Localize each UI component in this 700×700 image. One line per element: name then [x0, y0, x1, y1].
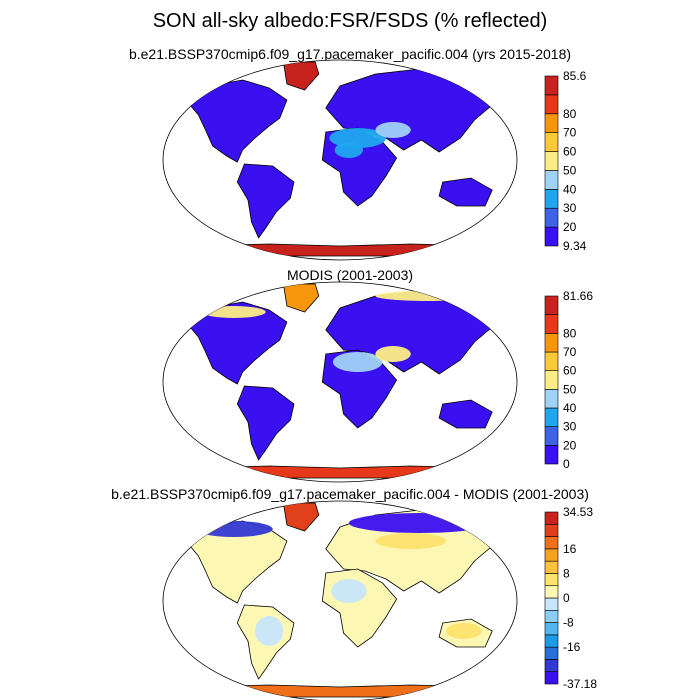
colorbar-swatch — [544, 407, 559, 427]
colorbar-tick-label: 50 — [563, 163, 577, 177]
colorbar-tick-label: 16 — [563, 542, 577, 556]
colorbar-tick-label: 40 — [563, 182, 577, 196]
colorbar-swatch — [544, 536, 559, 550]
colorbar-swatch — [544, 548, 559, 562]
colorbar-swatch — [544, 609, 559, 623]
colorbar-swatch — [544, 351, 559, 371]
colorbar-tick-label: 30 — [563, 420, 577, 434]
colorbar-max-label: 85.6 — [563, 69, 587, 83]
colorbar-swatch — [544, 295, 559, 315]
albedo-patch — [375, 291, 482, 301]
figure-title: SON all-sky albedo:FSR/FSDS (% reflected… — [152, 10, 548, 32]
colorbar-tick-label: 70 — [563, 126, 577, 140]
colorbar-swatch — [544, 151, 559, 171]
continent-samerica — [236, 163, 295, 239]
albedo-patch — [348, 513, 491, 533]
colorbar-tick-label: 60 — [563, 145, 577, 159]
colorbar-tick-label: 80 — [563, 107, 577, 121]
albedo-patch — [255, 616, 284, 646]
colorbar-swatch — [544, 370, 559, 390]
colorbar-swatch — [544, 511, 559, 525]
albedo-patch — [332, 352, 383, 372]
colorbar-tick-label: 60 — [563, 364, 577, 378]
albedo-patch — [194, 521, 273, 537]
albedo-patch — [334, 142, 364, 158]
colorbar-swatch — [544, 189, 559, 209]
colorbar-swatch — [544, 560, 559, 574]
colorbar-max-label: 81.66 — [563, 289, 593, 303]
colorbar-swatch — [544, 333, 559, 353]
continent-antarctica — [186, 684, 494, 698]
continent-greenland — [282, 283, 320, 313]
panel2-map: 81.66 0 20 30 40 50 60 70 80 — [162, 281, 593, 483]
colorbar-swatch — [544, 634, 559, 648]
continent-samerica — [236, 385, 295, 461]
colorbar-swatch — [544, 170, 559, 190]
albedo-patch — [375, 122, 411, 138]
continent-australia — [438, 399, 493, 429]
panel2-title: MODIS (2001-2003) — [286, 267, 414, 283]
panel3-map: 34.53 -37.18 -16 -8 0 8 16 — [162, 500, 597, 700]
continent-namerica — [183, 79, 288, 163]
colorbar-min-label: -37.18 — [563, 677, 597, 691]
colorbar-swatch — [544, 445, 559, 465]
continent-australia — [438, 177, 493, 207]
albedo-patch — [446, 623, 482, 639]
colorbar-swatch — [544, 314, 559, 334]
panel1-title: b.e21.BSSP370cmip6.f09_g17.pacemaker_pac… — [128, 46, 572, 62]
colorbar-tick-label: 30 — [563, 201, 577, 215]
colorbar-tick-label: 20 — [563, 220, 577, 234]
continent-namerica — [183, 301, 288, 385]
colorbar-tick-label: 0 — [563, 591, 570, 605]
continent-greenland — [282, 61, 320, 91]
continent-antarctica — [186, 465, 494, 479]
colorbar-swatch — [544, 207, 559, 228]
colorbar-swatch — [544, 585, 559, 599]
albedo-patch — [201, 306, 266, 318]
colorbar-tick-label: 40 — [563, 401, 577, 415]
colorbar-swatch — [544, 94, 559, 115]
colorbar-swatch — [544, 659, 559, 673]
colorbar-tick-label: 70 — [563, 345, 577, 359]
colorbar-max-label: 34.53 — [563, 505, 593, 519]
colorbar-swatch — [544, 523, 559, 537]
colorbar-swatch — [544, 226, 559, 247]
colorbar-tick-label: 8 — [563, 566, 570, 580]
colorbar-swatch — [544, 597, 559, 611]
colorbar-min-label: 0 — [563, 457, 570, 471]
albedo-patch — [375, 533, 447, 549]
colorbar-swatch — [544, 671, 559, 685]
colorbar-swatch — [544, 132, 559, 152]
colorbar-tick-label: -16 — [563, 640, 581, 654]
continent-antarctica — [186, 243, 494, 257]
colorbar-swatch — [544, 646, 559, 660]
albedo-patch — [331, 579, 367, 603]
colorbar-swatch — [544, 113, 559, 133]
colorbar-tick-label: -8 — [563, 616, 574, 630]
panel3-title: b.e21.BSSP370cmip6.f09_g17.pacemaker_pac… — [111, 486, 589, 502]
colorbar-tick-label: 20 — [563, 438, 577, 452]
colorbar-swatch — [544, 389, 559, 409]
colorbar-min-label: 9.34 — [563, 239, 587, 253]
continent-greenland — [282, 502, 320, 532]
panel1-map: 85.6 9.34 20 30 40 50 60 70 80 — [162, 59, 587, 261]
colorbar-swatch — [544, 75, 559, 96]
colorbar-tick-label: 50 — [563, 382, 577, 396]
colorbar-tick-label: 80 — [563, 326, 577, 340]
colorbar-swatch — [544, 573, 559, 587]
albedo-patch — [375, 346, 411, 362]
colorbar-swatch — [544, 622, 559, 636]
colorbar-swatch — [544, 426, 559, 446]
